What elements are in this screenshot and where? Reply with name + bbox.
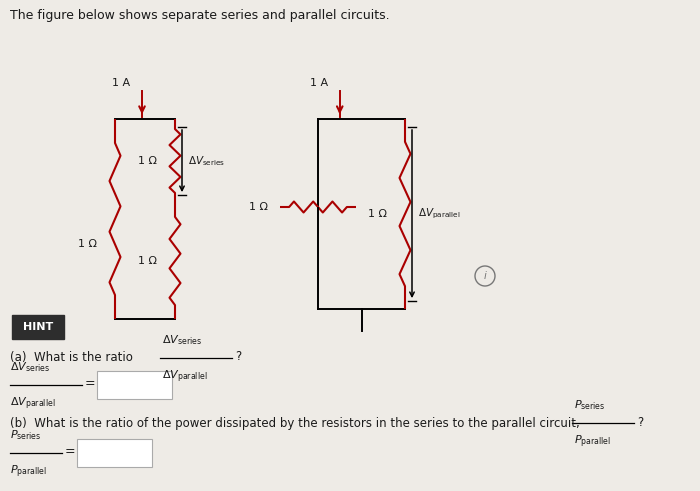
Text: ?: ? bbox=[637, 415, 643, 429]
Bar bbox=[77, 439, 152, 467]
Text: $\Delta V_{\mathregular{parallel}}$: $\Delta V_{\mathregular{parallel}}$ bbox=[418, 207, 461, 221]
Text: $\Delta V_{\mathregular{series}}$: $\Delta V_{\mathregular{series}}$ bbox=[162, 333, 202, 347]
Text: 1 Ω: 1 Ω bbox=[368, 209, 387, 219]
Bar bbox=[97, 371, 172, 399]
Text: $P_{\mathregular{series}}$: $P_{\mathregular{series}}$ bbox=[10, 428, 41, 442]
Text: 1 A: 1 A bbox=[112, 78, 130, 88]
Text: 1 Ω: 1 Ω bbox=[138, 256, 157, 266]
Text: i: i bbox=[484, 271, 486, 281]
Text: The figure below shows separate series and parallel circuits.: The figure below shows separate series a… bbox=[10, 9, 390, 22]
Text: $P_{\mathregular{parallel}}$: $P_{\mathregular{parallel}}$ bbox=[10, 464, 47, 480]
Text: $\Delta V_{\mathregular{series}}$: $\Delta V_{\mathregular{series}}$ bbox=[188, 154, 225, 168]
Text: =: = bbox=[65, 445, 76, 459]
Text: $P_{\mathregular{parallel}}$: $P_{\mathregular{parallel}}$ bbox=[574, 434, 611, 450]
Text: 1 Ω: 1 Ω bbox=[249, 202, 268, 212]
Text: $\Delta V_{\mathregular{parallel}}$: $\Delta V_{\mathregular{parallel}}$ bbox=[10, 396, 55, 412]
Text: (b)  What is the ratio of the power dissipated by the resistors in the series to: (b) What is the ratio of the power dissi… bbox=[10, 416, 580, 430]
Text: $\Delta V_{\mathregular{series}}$: $\Delta V_{\mathregular{series}}$ bbox=[10, 360, 50, 374]
Text: $P_{\mathregular{series}}$: $P_{\mathregular{series}}$ bbox=[574, 398, 606, 412]
Text: (a)  What is the ratio: (a) What is the ratio bbox=[10, 352, 133, 364]
Text: 1 Ω: 1 Ω bbox=[78, 239, 97, 249]
Text: HINT: HINT bbox=[23, 322, 53, 332]
Text: $\Delta V_{\mathregular{parallel}}$: $\Delta V_{\mathregular{parallel}}$ bbox=[162, 369, 207, 385]
Text: ?: ? bbox=[235, 351, 241, 363]
Text: 1 A: 1 A bbox=[309, 78, 328, 88]
Bar bbox=[12, 315, 64, 339]
Text: =: = bbox=[85, 378, 96, 390]
Text: 1 Ω: 1 Ω bbox=[138, 156, 157, 166]
